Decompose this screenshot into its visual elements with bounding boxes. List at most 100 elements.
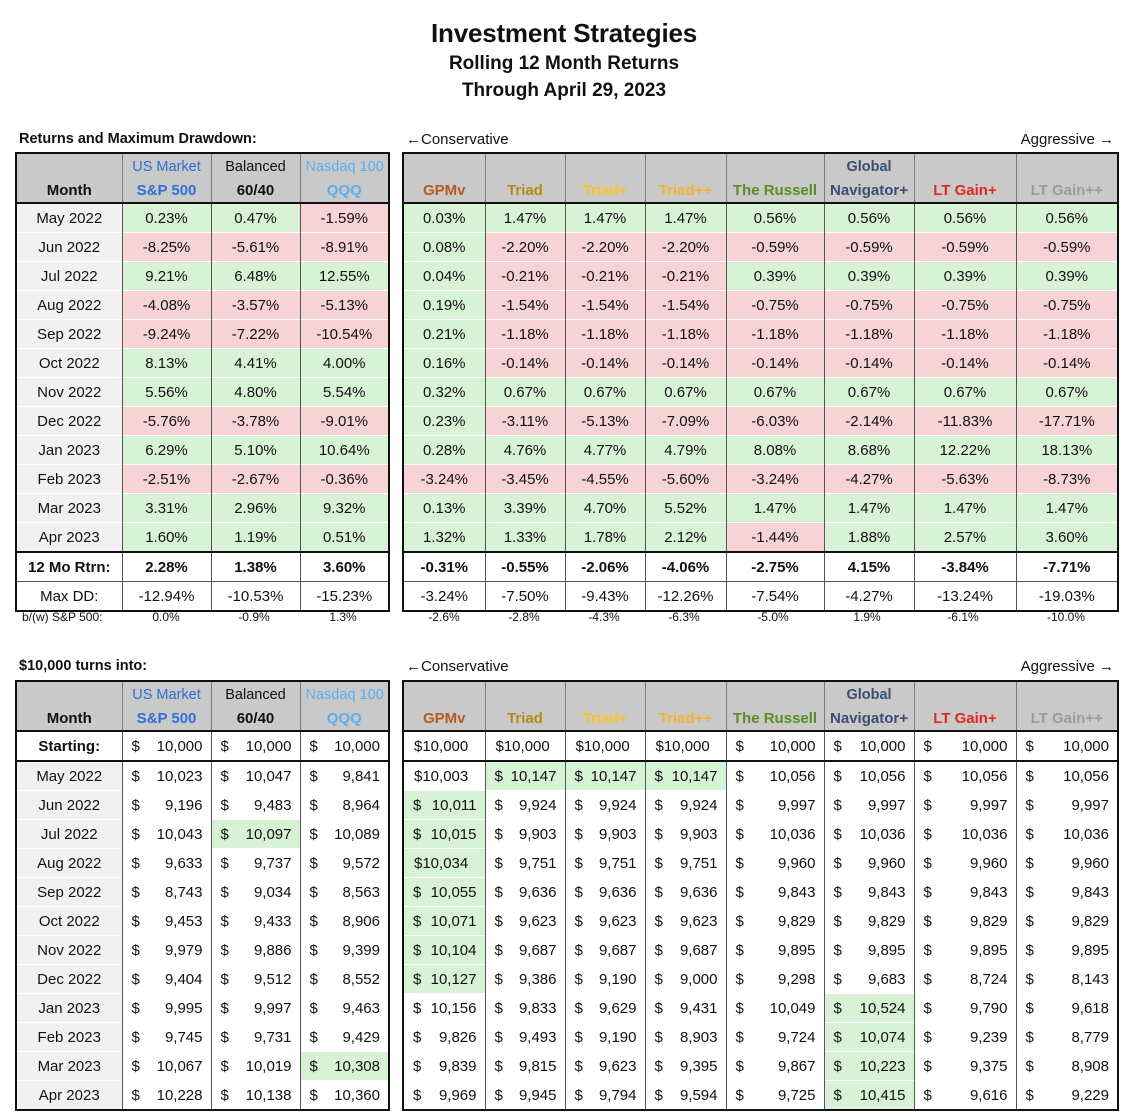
dollar-value: 10,056 [859,767,906,785]
total-return-cell: 4.15% [823,551,914,582]
column-header: LT Gain+ [913,153,1016,204]
return-cell: -1.18% [644,319,726,349]
dollar-sign: $ [833,1057,842,1075]
dollar-sign: $ [1025,912,1034,930]
dollar-value: 8,724 [969,970,1008,988]
column-header-top [651,156,721,179]
vs-sp500-cell: -6.3% [668,610,700,624]
column-header: Nasdaq 100 QQQ [299,153,389,204]
value-cell: $9,724 [725,1022,824,1052]
value-cell: $9,895 [725,935,824,965]
dollar-value: 9,843 [969,883,1008,901]
dollar-sign: $ [923,767,932,785]
month-cell: Oct 2022 [16,906,123,936]
max-drawdown-cell: -3.24% [403,581,485,611]
return-cell: -6.03% [725,406,824,436]
conservative-label-2: ←Conservative [406,658,509,675]
return-cell: 5.54% [299,377,389,407]
dollar-sign: $ [923,912,932,930]
value-cell: $10,056 [823,760,914,791]
column-header: The Russell [725,153,824,204]
return-cell: 6.29% [121,435,211,465]
dollar-value: 9,737 [253,854,292,872]
starting-cell: $10,000 [823,730,914,762]
value-cell: $8,903 [644,1022,726,1052]
growth-strategy-table: GPMv Triad Triad+ Triad++ The Russell Glo… [402,680,1119,1111]
dollar-value: 9,843 [867,883,906,901]
page-date: Through April 29, 2023 [461,80,667,101]
return-cell: 4.76% [484,435,565,465]
value-cell: $9,623 [484,906,565,936]
dollar-sign: $ [833,999,842,1017]
value-cell: $10,036 [823,819,914,849]
table-row: Aug 2022 -4.08% -3.57% -5.13% [16,290,389,320]
dollar-value: 10,104 [430,941,477,959]
max-drawdown-row: Max DD: -12.94% -10.53% -15.23% [16,581,389,611]
dollar-value: 9,826 [438,1028,477,1046]
column-header-name: Navigator+ [830,710,908,727]
dollar-sign: $ [833,1086,842,1104]
dollar-value: 10,000 [859,737,906,755]
dollar-value: 10,228 [156,1086,203,1104]
table-row: Jun 2022 -8.25% -5.61% -8.91% [16,232,389,262]
column-header: LT Gain++ [1015,681,1118,732]
returns-section-label: Returns and Maximum Drawdown: [19,131,257,147]
page-subtitle: Rolling 12 Month Returns [448,53,680,74]
table-row: Aug 2022 $9,633 $9,737 $9,572 [16,848,389,878]
dollar-sign: $ [654,970,663,988]
dollar-sign: $ [494,970,503,988]
dollar-value: 9,493 [518,1028,557,1046]
value-cell: $9,034 [210,877,300,907]
table-row: Apr 2023 1.60% 1.19% 0.51% [16,522,389,552]
value-cell: $10,104 [403,935,485,965]
column-header-top [491,684,560,707]
column-header-top: Global [846,687,892,703]
title-block: Investment Strategies Rolling 12 Month R… [0,16,1128,104]
column-header-top [409,684,480,707]
return-cell: 4.77% [564,435,645,465]
return-cell: 0.51% [299,522,389,552]
return-cell: -2.20% [644,232,726,262]
value-cell: $9,616 [913,1080,1016,1110]
return-cell: 0.28% [403,435,485,465]
return-cell: -0.14% [564,348,645,378]
column-header: Nasdaq 100 QQQ [299,681,389,732]
month-cell: Aug 2022 [16,848,123,878]
dollar-value: 10,047 [245,767,292,785]
return-cell: -0.21% [644,261,726,291]
dollar-value: 10,147 [590,767,637,785]
column-header: Global Navigator+ [823,153,914,204]
dollar-sign: $ [1025,999,1034,1017]
table-row: Jan 2023 6.29% 5.10% 10.64% [16,435,389,465]
return-cell: 0.16% [403,348,485,378]
value-cell: $10,015 [403,819,485,849]
value-cell: $8,964 [299,790,389,820]
return-cell: 2.12% [644,522,726,552]
dollar-sign: $ [735,912,744,930]
return-cell: 0.67% [725,377,824,407]
value-cell: $9,683 [823,964,914,994]
table-row: Sep 2022 $8,743 $9,034 $8,563 [16,877,389,907]
value-cell: $9,829 [725,906,824,936]
value-cell: $9,829 [823,906,914,936]
return-cell: -2.20% [564,232,645,262]
page-title: Investment Strategies [430,18,697,48]
return-cell: -0.14% [1015,348,1118,378]
return-cell: 9.21% [121,261,211,291]
return-cell: 12.22% [913,435,1016,465]
table-row: Nov 2022 5.56% 4.80% 5.54% [16,377,389,407]
column-header: Triad+ [564,153,645,204]
dollar-sign: $ [574,1086,583,1104]
total-return-cell: -2.06% [564,551,645,582]
column-header-name: Triad [507,182,543,199]
dollar-value: 10,000 [156,737,203,755]
return-cell: 0.21% [403,319,485,349]
dollar-value: 8,779 [1071,1028,1109,1046]
table-row: 0.13% 3.39% 4.70% 5.52% 1.47% 1.47% 1.47% 1.47% [403,493,1118,523]
return-cell: -3.11% [484,406,565,436]
value-cell: $10,071 [403,906,485,936]
return-cell: -1.18% [725,319,824,349]
table-row: $10,034 $9,751 $9,751 $9,751 $9,960 $9,960 $9,… [403,848,1118,878]
return-cell: 0.19% [403,290,485,320]
table-row: Jul 2022 9.21% 6.48% 12.55% [16,261,389,291]
